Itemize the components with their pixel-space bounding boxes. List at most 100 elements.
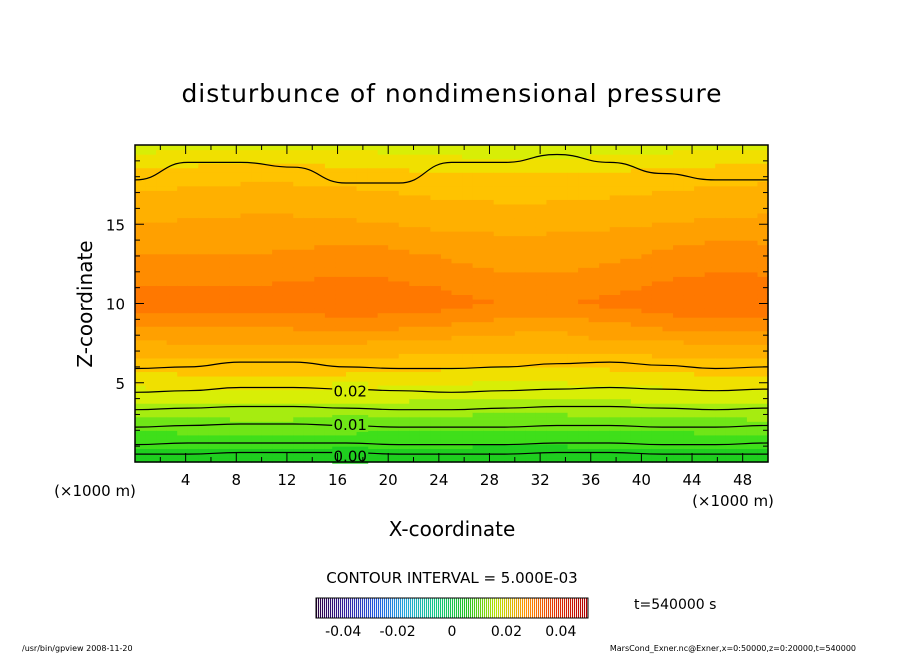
field-cell xyxy=(493,389,505,395)
field-cell xyxy=(736,280,748,286)
field-cell xyxy=(462,317,474,323)
field-cell xyxy=(409,335,421,341)
field-cell xyxy=(293,199,305,205)
field-cell xyxy=(746,208,759,214)
field-cell xyxy=(377,434,389,440)
field-cell xyxy=(240,298,252,305)
field-cell xyxy=(156,149,168,155)
field-cell xyxy=(451,416,463,422)
field-cell xyxy=(261,330,273,336)
field-cell xyxy=(229,335,242,341)
field-cell xyxy=(240,149,252,155)
field-cell xyxy=(599,231,611,237)
field-cell xyxy=(198,253,210,259)
field-cell xyxy=(187,289,199,296)
field-cell xyxy=(525,403,537,409)
field-cell xyxy=(388,149,400,155)
field-cell xyxy=(440,203,453,209)
field-cell xyxy=(303,298,315,305)
field-cell xyxy=(240,167,252,173)
field-cell xyxy=(451,294,463,300)
field-cell xyxy=(694,330,706,336)
field-cell xyxy=(641,253,653,259)
field-cell xyxy=(346,357,358,363)
field-cell xyxy=(145,294,157,300)
field-cell xyxy=(135,412,147,418)
field-cell xyxy=(166,308,178,314)
field-cell xyxy=(409,375,421,382)
field-cell xyxy=(282,344,294,350)
field-cell xyxy=(451,199,463,205)
field-cell xyxy=(282,154,294,160)
field-cell xyxy=(229,167,242,173)
field-cell xyxy=(335,366,347,373)
field-cell xyxy=(335,375,347,382)
field-cell xyxy=(630,176,642,182)
field-cell xyxy=(398,294,410,300)
field-cell xyxy=(683,303,695,309)
field-cell xyxy=(514,416,526,422)
field-cell xyxy=(483,394,495,400)
field-cell xyxy=(240,430,252,436)
field-cell xyxy=(293,294,305,300)
field-cell xyxy=(620,226,632,232)
field-cell xyxy=(156,167,168,173)
field-cell xyxy=(504,457,516,463)
colorbar-strip xyxy=(320,598,322,618)
colorbar-strip xyxy=(318,598,320,618)
field-cell xyxy=(367,303,379,309)
field-cell xyxy=(673,348,685,354)
field-cell xyxy=(630,434,642,440)
field-cell xyxy=(725,176,737,182)
field-cell xyxy=(588,235,600,241)
field-cell xyxy=(504,407,516,413)
field-cell xyxy=(303,249,315,255)
field-cell xyxy=(367,357,379,363)
field-cell xyxy=(567,176,579,182)
field-cell xyxy=(683,434,695,440)
field-cell xyxy=(525,253,537,259)
field-cell xyxy=(736,244,748,250)
field-cell xyxy=(187,172,199,178)
field-cell xyxy=(757,421,769,427)
field-cell xyxy=(388,421,400,427)
field-cell xyxy=(557,208,569,214)
field-cell xyxy=(514,339,526,345)
field-cell xyxy=(198,439,210,445)
field-cell xyxy=(462,298,474,305)
field-cell xyxy=(662,371,674,377)
field-cell xyxy=(567,226,579,232)
field-cell xyxy=(156,371,168,377)
field-cell xyxy=(229,172,242,178)
field-cell xyxy=(409,439,421,445)
field-cell xyxy=(578,167,590,173)
field-cell xyxy=(683,253,695,259)
field-cell xyxy=(694,172,706,178)
field-cell xyxy=(156,434,168,440)
field-cell xyxy=(599,244,611,250)
field-cell xyxy=(198,457,210,463)
field-cell xyxy=(166,267,178,273)
field-cell xyxy=(303,394,315,400)
field-cell xyxy=(504,235,516,241)
field-cell xyxy=(398,181,410,187)
field-cell xyxy=(303,412,315,418)
field-cell xyxy=(725,380,737,386)
field-cell xyxy=(641,271,653,277)
field-cell xyxy=(240,457,252,463)
field-cell xyxy=(156,317,168,323)
field-cell xyxy=(662,221,674,228)
field-cell xyxy=(261,262,273,268)
colorbar-strip xyxy=(566,598,568,618)
field-cell xyxy=(293,244,305,250)
field-cell xyxy=(377,249,389,255)
field-cell xyxy=(135,357,147,363)
field-cell xyxy=(746,267,759,273)
field-cell xyxy=(620,194,632,200)
field-cell xyxy=(356,190,368,196)
field-cell xyxy=(261,208,273,214)
field-cell xyxy=(567,231,579,237)
field-cell xyxy=(135,366,147,373)
field-cell xyxy=(303,439,315,445)
field-cell xyxy=(514,271,526,277)
